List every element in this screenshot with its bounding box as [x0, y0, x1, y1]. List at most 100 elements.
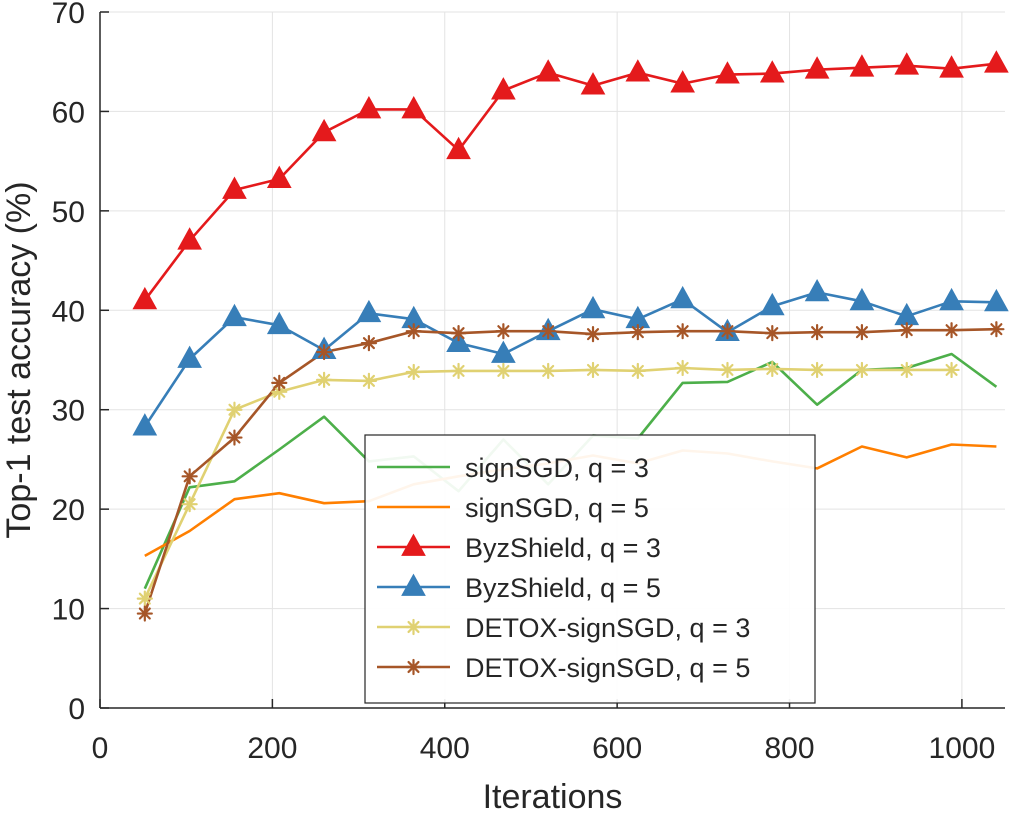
series-markers [132, 50, 1009, 622]
triangle-marker [580, 295, 606, 319]
asterisk-marker [584, 361, 602, 379]
triangle-marker [266, 311, 292, 335]
asterisk-marker [943, 361, 960, 379]
triangle-marker [670, 70, 695, 93]
asterisk-stroke [900, 324, 913, 337]
asterisk-marker [809, 361, 826, 379]
asterisk-stroke [631, 364, 644, 377]
x-tick-label: 800 [764, 732, 814, 765]
asterisk-marker [495, 323, 512, 340]
asterisk-stroke [228, 403, 241, 416]
x-tick-label: 200 [247, 732, 297, 765]
triangle-marker [356, 96, 382, 119]
asterisk-marker [809, 324, 826, 341]
y-tick-label: 40 [52, 295, 85, 328]
y-tick-label: 20 [52, 494, 85, 527]
asterisk-marker [136, 590, 153, 607]
asterisk-stroke [811, 363, 824, 376]
asterisk-marker [360, 372, 378, 389]
asterisk-stroke [407, 660, 420, 674]
asterisk-stroke [318, 345, 331, 359]
asterisk-stroke [318, 373, 331, 386]
asterisk-stroke [586, 363, 600, 376]
triangle-marker [446, 136, 471, 160]
asterisk-stroke [542, 364, 555, 377]
triangle-marker [715, 61, 740, 84]
asterisk-stroke [138, 607, 151, 620]
asterisk-marker [450, 325, 467, 342]
asterisk-stroke [183, 470, 196, 483]
asterisk-stroke [766, 362, 779, 375]
asterisk-marker [450, 362, 467, 380]
legend-label: ByzShield, q = 5 [465, 573, 661, 603]
triangle-marker [356, 299, 382, 323]
legend-box [364, 434, 816, 704]
asterisk-stroke [273, 385, 286, 398]
asterisk-stroke [766, 327, 779, 340]
asterisk-stroke [273, 376, 286, 389]
triangle-marker [311, 118, 337, 142]
triangle-marker [759, 292, 785, 316]
asterisk-stroke [183, 498, 196, 511]
y-tick-label: 10 [52, 594, 85, 627]
asterisk-stroke [452, 364, 465, 377]
asterisk-marker [898, 322, 915, 339]
x-tick-label: 600 [592, 732, 642, 765]
triangle-marker [222, 303, 247, 327]
asterisk-marker [315, 343, 333, 361]
asterisk-marker [181, 496, 198, 513]
asterisk-stroke [497, 364, 510, 377]
triangle-marker [222, 176, 247, 199]
asterisk-stroke [945, 324, 958, 337]
legend-label: DETOX-signSGD, q = 3 [465, 613, 750, 643]
tick-labels: 0 200 400 600 800 1000 0 10 20 30 40 50 60 70 [52, 0, 996, 765]
asterisk-marker [405, 618, 422, 636]
legend-label: DETOX-signSGD, q = 5 [465, 653, 750, 683]
asterisk-marker [405, 323, 422, 340]
asterisk-marker [136, 605, 153, 622]
triangle-marker [939, 55, 964, 78]
triangle-marker [670, 285, 695, 309]
asterisk-stroke [586, 328, 600, 341]
triangle-marker [894, 52, 920, 75]
y-axis-label: Top-1 test accuracy (%) [0, 181, 38, 538]
asterisk-marker [764, 360, 781, 378]
triangle-marker [804, 56, 830, 79]
y-tick-label: 70 [52, 0, 85, 30]
asterisk-marker [405, 363, 422, 381]
asterisk-stroke [228, 431, 241, 444]
asterisk-stroke [542, 325, 555, 338]
asterisk-stroke [407, 365, 420, 378]
y-tick-label: 60 [52, 96, 85, 129]
asterisk-stroke [990, 323, 1003, 336]
asterisk-marker [540, 362, 557, 380]
x-tick-label: 1000 [929, 732, 996, 765]
asterisk-marker [898, 361, 915, 379]
triangle-marker [939, 287, 964, 311]
asterisk-stroke [362, 374, 375, 387]
asterisk-marker [719, 361, 736, 379]
asterisk-marker [629, 362, 646, 380]
asterisk-stroke [721, 325, 734, 338]
triangle-marker [849, 54, 875, 77]
legend-label: signSGD, q = 5 [465, 493, 649, 523]
triangle-marker [984, 288, 1009, 312]
asterisk-stroke [631, 326, 644, 339]
asterisk-stroke [452, 327, 465, 340]
asterisk-stroke [855, 326, 868, 339]
legend-label: signSGD, q = 3 [465, 453, 649, 483]
asterisk-marker [853, 361, 871, 379]
legend-label: ByzShield, q = 3 [465, 533, 661, 563]
asterisk-stroke [676, 361, 689, 375]
triangle-marker [759, 60, 785, 83]
x-tick-label: 0 [92, 732, 109, 765]
asterisk-marker [943, 322, 960, 339]
asterisk-marker [629, 324, 646, 341]
asterisk-stroke [721, 363, 734, 376]
asterisk-marker [360, 334, 378, 352]
triangle-marker [849, 287, 875, 311]
asterisk-stroke [676, 325, 689, 338]
asterisk-marker [988, 321, 1005, 338]
asterisk-marker [226, 401, 243, 418]
